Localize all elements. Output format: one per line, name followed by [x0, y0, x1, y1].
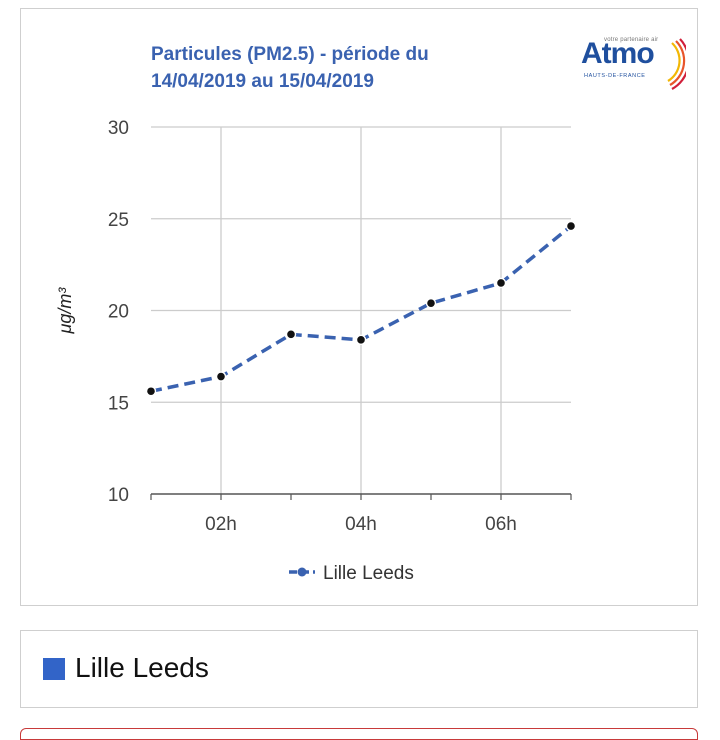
x-tick-label: 02h	[205, 514, 237, 535]
data-point	[215, 371, 227, 382]
x-tick-label: 04h	[345, 514, 377, 535]
chart-title: Particules (PM2.5) - période du 14/04/20…	[151, 41, 511, 95]
logo-arcs-icon	[667, 38, 686, 90]
line-chart: 10 15 20 25 30 02h 04h 06h μg/m³ Lille Leeds	[55, 118, 577, 584]
next-card-edge	[20, 728, 698, 740]
legend-card-label: Lille Leeds	[75, 652, 209, 683]
chart-card: Particules (PM2.5) - période du 14/04/20…	[20, 8, 698, 606]
legend-swatch	[43, 658, 65, 680]
chart-title-line-1: Particules (PM2.5) - période du	[151, 44, 429, 65]
y-axis-label: μg/m³	[55, 287, 75, 335]
data-point	[425, 297, 437, 309]
logo-tagline: votre partenaire air	[604, 37, 659, 43]
logo-text: Atmo	[581, 37, 655, 70]
data-point	[285, 329, 297, 340]
data-point	[565, 220, 577, 232]
chart-title-line-2: 14/04/2019 au 15/04/2019	[151, 71, 374, 92]
y-tick-label: 15	[108, 393, 129, 414]
y-tick-label: 30	[108, 118, 129, 139]
legend-marker-icon	[297, 567, 307, 577]
logo-subtitle: HAUTS-DE-FRANCE	[584, 73, 646, 79]
data-point	[355, 334, 367, 346]
data-point	[145, 386, 157, 397]
y-tick-label: 20	[108, 302, 129, 323]
data-point	[495, 277, 507, 289]
y-tick-label: 25	[108, 210, 129, 231]
x-tick-label: 06h	[485, 514, 517, 535]
y-tick-label: 10	[108, 485, 129, 506]
legend-card: Lille Leeds	[20, 630, 698, 708]
atmo-logo: votre partenaire air Atmo HAUTS-DE-FRANC…	[576, 31, 686, 91]
legend-label: Lille Leeds	[323, 563, 414, 584]
